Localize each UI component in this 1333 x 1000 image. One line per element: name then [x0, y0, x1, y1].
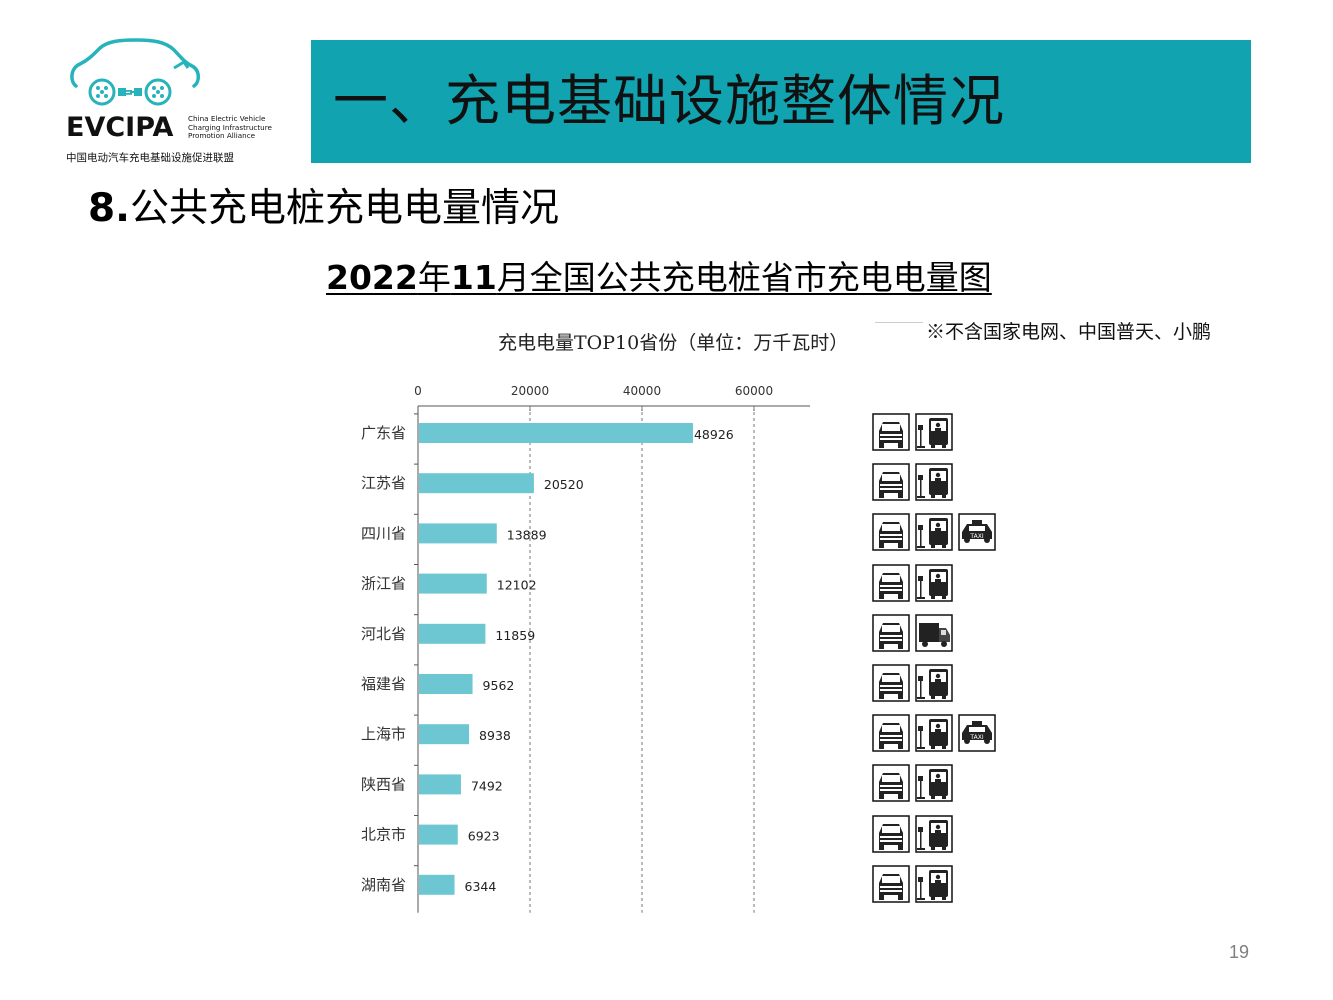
- bar: [419, 623, 486, 644]
- car-icon: [872, 714, 910, 752]
- svg-text:TAXI: TAXI: [969, 533, 983, 540]
- category-label: 上海市: [361, 725, 406, 743]
- category-label: 陕西省: [361, 775, 406, 793]
- data-label: 6923: [468, 829, 500, 844]
- category-label: 江苏省: [361, 474, 406, 492]
- logo-chinese-name: 中国电动汽车充电基础设施促进联盟: [66, 152, 234, 164]
- section-heading: 8.公共充电桩充电电量情况: [88, 184, 559, 234]
- bar: [419, 724, 470, 745]
- bus-icon: [915, 814, 953, 853]
- car-icon: [872, 764, 910, 803]
- data-label: 8938: [479, 728, 511, 743]
- car-icon: [872, 664, 910, 702]
- bus-icon: [915, 664, 953, 702]
- bar: [419, 774, 461, 795]
- category-label: 广东省: [361, 424, 406, 442]
- truck-icon: [915, 614, 953, 652]
- banner-title: 一、充电基础设施整体情况: [333, 69, 1006, 133]
- bus-icon: [915, 463, 953, 501]
- category-label: 福建省: [361, 675, 406, 693]
- x-tick-label: 60000: [735, 384, 773, 398]
- bar: [419, 473, 534, 494]
- bar: [419, 874, 455, 895]
- exclusion-note: ※不含国家电网、中国普天、小鹏: [926, 321, 1212, 343]
- car-icon: [872, 614, 910, 652]
- bus-icon: [915, 563, 953, 602]
- bus-icon: [915, 513, 953, 552]
- category-label: 四川省: [361, 524, 406, 542]
- car-icon: [872, 463, 910, 501]
- taxi-icon: TAXI: [958, 714, 996, 752]
- chart-headline: 2022年11月全国公共充电桩省市充电电量图: [326, 258, 992, 297]
- bus-icon: [915, 764, 953, 803]
- data-label: 7492: [471, 778, 503, 793]
- category-label: 北京市: [361, 826, 406, 844]
- title-banner: 一、充电基础设施整体情况: [311, 40, 1251, 163]
- note-divider: [875, 322, 923, 323]
- bar: [419, 523, 497, 544]
- taxi-icon: TAXI: [958, 513, 996, 552]
- category-label: 浙江省: [361, 575, 406, 593]
- logo-wordmark: EVCIPA: [66, 112, 174, 143]
- x-tick-label: 20000: [511, 384, 549, 398]
- car-icon: [872, 865, 910, 903]
- category-label: 湖南省: [361, 876, 406, 894]
- car-icon: [872, 814, 910, 853]
- data-label: 9562: [483, 678, 515, 693]
- car-plug-logo-icon: [70, 38, 200, 106]
- data-label: 12102: [497, 578, 537, 593]
- bar: [419, 423, 693, 443]
- data-label: 20520: [544, 477, 584, 492]
- x-tick-label: 40000: [623, 384, 661, 398]
- chart-title: 充电电量TOP10省份（单位：万千瓦时）: [498, 332, 849, 354]
- car-icon: [872, 413, 910, 451]
- vehicle-icon-column: TAXI TAXI: [872, 410, 1012, 910]
- data-label: 6344: [465, 879, 497, 894]
- data-label: 13889: [507, 527, 547, 542]
- logo: EVCIPA China Electric Vehicle Charging I…: [62, 38, 272, 168]
- bus-icon: [915, 413, 953, 451]
- bus-icon: [915, 714, 953, 752]
- bar-chart: 0 20000 40000 60000 广东省 48926 江苏省 20520 四川省 13889…: [361, 384, 810, 913]
- x-tick-label: 0: [414, 384, 422, 398]
- data-label: 48926: [694, 427, 734, 442]
- car-icon: [872, 513, 910, 552]
- category-label: 河北省: [361, 625, 406, 643]
- car-icon: [872, 563, 910, 602]
- bar: [419, 573, 487, 594]
- section-title: 公共充电桩充电电量情况: [129, 186, 559, 231]
- page-number: 19: [1229, 942, 1250, 962]
- bar: [419, 674, 473, 694]
- logo-english-name: China Electric Vehicle Charging Infrastr…: [188, 114, 272, 141]
- bus-icon: [915, 865, 953, 903]
- svg-text:TAXI: TAXI: [969, 734, 983, 741]
- bar: [419, 824, 458, 845]
- data-label: 11859: [495, 628, 535, 643]
- section-number: 8.: [88, 186, 130, 231]
